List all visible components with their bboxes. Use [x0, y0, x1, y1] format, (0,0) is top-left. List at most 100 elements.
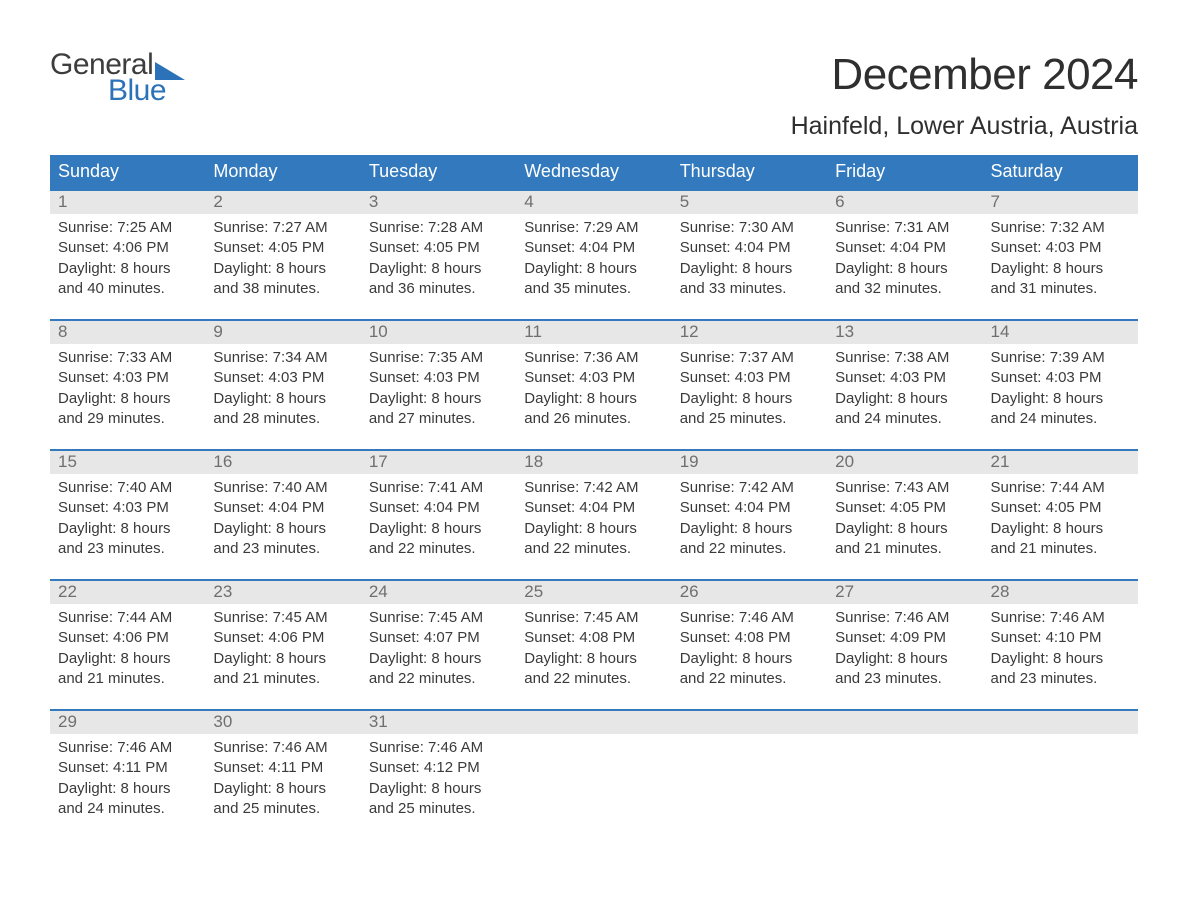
- sunrise-line: Sunrise: 7:33 AM: [58, 348, 197, 368]
- day-details: Sunrise: 7:27 AMSunset: 4:05 PMDaylight:…: [205, 214, 360, 299]
- sunset-line: Sunset: 4:03 PM: [991, 238, 1130, 258]
- weekday-header: Tuesday: [361, 155, 516, 189]
- day-details: Sunrise: 7:35 AMSunset: 4:03 PMDaylight:…: [361, 344, 516, 429]
- weekday-header: Wednesday: [516, 155, 671, 189]
- calendar-day: 31Sunrise: 7:46 AMSunset: 4:12 PMDayligh…: [361, 711, 516, 839]
- day-details: Sunrise: 7:25 AMSunset: 4:06 PMDaylight:…: [50, 214, 205, 299]
- daylight-line1: Daylight: 8 hours: [524, 259, 663, 279]
- daylight-line2: and 23 minutes.: [991, 669, 1130, 689]
- daylight-line2: and 22 minutes.: [369, 539, 508, 559]
- calendar-week: 15Sunrise: 7:40 AMSunset: 4:03 PMDayligh…: [50, 449, 1138, 579]
- calendar-day: 29Sunrise: 7:46 AMSunset: 4:11 PMDayligh…: [50, 711, 205, 839]
- calendar-day: 24Sunrise: 7:45 AMSunset: 4:07 PMDayligh…: [361, 581, 516, 709]
- day-details: Sunrise: 7:46 AMSunset: 4:09 PMDaylight:…: [827, 604, 982, 689]
- daylight-line1: Daylight: 8 hours: [58, 649, 197, 669]
- day-number: 7: [983, 191, 1138, 214]
- daylight-line1: Daylight: 8 hours: [991, 519, 1130, 539]
- sunset-line: Sunset: 4:11 PM: [213, 758, 352, 778]
- calendar-day: 6Sunrise: 7:31 AMSunset: 4:04 PMDaylight…: [827, 191, 982, 319]
- logo-line2: Blue: [108, 76, 185, 106]
- day-details: Sunrise: 7:46 AMSunset: 4:08 PMDaylight:…: [672, 604, 827, 689]
- day-details: Sunrise: 7:31 AMSunset: 4:04 PMDaylight:…: [827, 214, 982, 299]
- day-details: Sunrise: 7:44 AMSunset: 4:05 PMDaylight:…: [983, 474, 1138, 559]
- sunset-line: Sunset: 4:04 PM: [835, 238, 974, 258]
- calendar-day: 15Sunrise: 7:40 AMSunset: 4:03 PMDayligh…: [50, 451, 205, 579]
- daylight-line2: and 25 minutes.: [680, 409, 819, 429]
- sunrise-line: Sunrise: 7:31 AM: [835, 218, 974, 238]
- day-number: 3: [361, 191, 516, 214]
- sunset-line: Sunset: 4:06 PM: [213, 628, 352, 648]
- daylight-line2: and 27 minutes.: [369, 409, 508, 429]
- calendar-week: 8Sunrise: 7:33 AMSunset: 4:03 PMDaylight…: [50, 319, 1138, 449]
- weekday-header: Friday: [827, 155, 982, 189]
- day-number: .: [827, 711, 982, 734]
- calendar-day: 13Sunrise: 7:38 AMSunset: 4:03 PMDayligh…: [827, 321, 982, 449]
- day-details: Sunrise: 7:39 AMSunset: 4:03 PMDaylight:…: [983, 344, 1138, 429]
- day-number: 30: [205, 711, 360, 734]
- sunset-line: Sunset: 4:03 PM: [58, 498, 197, 518]
- daylight-line2: and 21 minutes.: [213, 669, 352, 689]
- day-details: Sunrise: 7:28 AMSunset: 4:05 PMDaylight:…: [361, 214, 516, 299]
- daylight-line2: and 21 minutes.: [991, 539, 1130, 559]
- sunset-line: Sunset: 4:03 PM: [58, 368, 197, 388]
- weekday-header: Monday: [205, 155, 360, 189]
- daylight-line1: Daylight: 8 hours: [213, 259, 352, 279]
- daylight-line1: Daylight: 8 hours: [835, 259, 974, 279]
- day-details: Sunrise: 7:42 AMSunset: 4:04 PMDaylight:…: [516, 474, 671, 559]
- daylight-line1: Daylight: 8 hours: [58, 389, 197, 409]
- day-number: 6: [827, 191, 982, 214]
- calendar-day: 5 Sunrise: 7:30 AMSunset: 4:04 PMDaylight…: [672, 191, 827, 319]
- day-details: Sunrise: 7:32 AMSunset: 4:03 PMDaylight:…: [983, 214, 1138, 299]
- day-details: Sunrise: 7:36 AMSunset: 4:03 PMDaylight:…: [516, 344, 671, 429]
- sunset-line: Sunset: 4:04 PM: [680, 238, 819, 258]
- day-details: Sunrise: 7:41 AMSunset: 4:04 PMDaylight:…: [361, 474, 516, 559]
- sunrise-line: Sunrise: 7:44 AM: [58, 608, 197, 628]
- weekday-header: Saturday: [983, 155, 1138, 189]
- sunrise-line: Sunrise: 7:43 AM: [835, 478, 974, 498]
- day-number: 5: [672, 191, 827, 214]
- daylight-line2: and 23 minutes.: [213, 539, 352, 559]
- day-details: Sunrise: 7:45 AMSunset: 4:08 PMDaylight:…: [516, 604, 671, 689]
- calendar-day: 7Sunrise: 7:32 AMSunset: 4:03 PMDaylight…: [983, 191, 1138, 319]
- sunset-line: Sunset: 4:08 PM: [680, 628, 819, 648]
- daylight-line2: and 26 minutes.: [524, 409, 663, 429]
- day-number: 22: [50, 581, 205, 604]
- calendar-day: 30Sunrise: 7:46 AMSunset: 4:11 PMDayligh…: [205, 711, 360, 839]
- sunset-line: Sunset: 4:05 PM: [835, 498, 974, 518]
- day-details: Sunrise: 7:37 AMSunset: 4:03 PMDaylight:…: [672, 344, 827, 429]
- sunrise-line: Sunrise: 7:27 AM: [213, 218, 352, 238]
- day-details: Sunrise: 7:45 AMSunset: 4:06 PMDaylight:…: [205, 604, 360, 689]
- calendar-day: .Sunrise: Sunset:: [827, 711, 982, 839]
- day-number: 8: [50, 321, 205, 344]
- calendar-day: 2Sunrise: 7:27 AMSunset: 4:05 PMDaylight…: [205, 191, 360, 319]
- day-details: Sunrise: 7:29 AMSunset: 4:04 PMDaylight:…: [516, 214, 671, 299]
- sunset-line: Sunset: 4:06 PM: [58, 628, 197, 648]
- sunrise-line: Sunrise: 7:36 AM: [524, 348, 663, 368]
- daylight-line1: Daylight: 8 hours: [369, 779, 508, 799]
- calendar-day: 12Sunrise: 7:37 AMSunset: 4:03 PMDayligh…: [672, 321, 827, 449]
- sunset-line: Sunset: 4:05 PM: [213, 238, 352, 258]
- day-number: 18: [516, 451, 671, 474]
- daylight-line1: Daylight: 8 hours: [991, 389, 1130, 409]
- day-number: .: [516, 711, 671, 734]
- sunrise-line: Sunrise: 7:35 AM: [369, 348, 508, 368]
- daylight-line1: Daylight: 8 hours: [835, 519, 974, 539]
- header: General Blue December 2024: [50, 50, 1138, 106]
- day-details: Sunrise: 7:46 AMSunset: 4:11 PMDaylight:…: [205, 734, 360, 819]
- daylight-line1: Daylight: 8 hours: [680, 259, 819, 279]
- daylight-line1: Daylight: 8 hours: [213, 519, 352, 539]
- sunrise-line: Sunrise: 7:44 AM: [991, 478, 1130, 498]
- daylight-line1: Daylight: 8 hours: [58, 519, 197, 539]
- day-details: Sunrise: 7:46 AMSunset: 4:11 PMDaylight:…: [50, 734, 205, 819]
- sunrise-line: Sunrise: 7:30 AM: [680, 218, 819, 238]
- calendar-week: 22Sunrise: 7:44 AMSunset: 4:06 PMDayligh…: [50, 579, 1138, 709]
- daylight-line2: and 22 minutes.: [680, 669, 819, 689]
- day-number: .: [983, 711, 1138, 734]
- daylight-line1: Daylight: 8 hours: [369, 389, 508, 409]
- calendar-day: 11Sunrise: 7:36 AMSunset: 4:03 PMDayligh…: [516, 321, 671, 449]
- calendar-day: 4Sunrise: 7:29 AMSunset: 4:04 PMDaylight…: [516, 191, 671, 319]
- daylight-line2: and 25 minutes.: [213, 799, 352, 819]
- calendar-day: 28Sunrise: 7:46 AMSunset: 4:10 PMDayligh…: [983, 581, 1138, 709]
- daylight-line2: and 35 minutes.: [524, 279, 663, 299]
- sunrise-line: Sunrise: 7:40 AM: [213, 478, 352, 498]
